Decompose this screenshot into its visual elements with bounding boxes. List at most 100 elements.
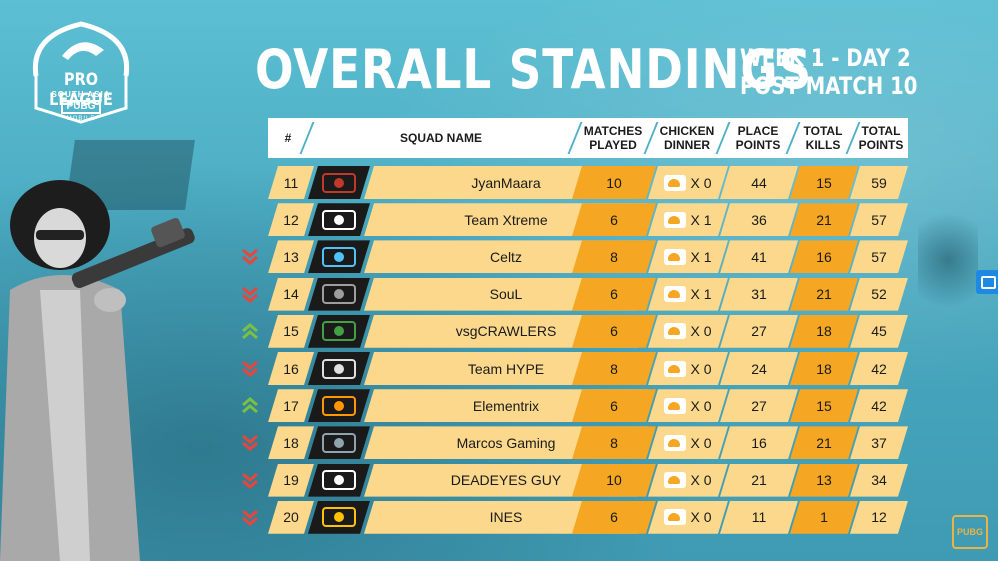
cell-kills: 15 <box>790 389 858 422</box>
total-value: 37 <box>871 434 887 451</box>
cell-matches: 6 <box>572 389 656 422</box>
squad-value: INES <box>489 509 523 526</box>
vsgcrawlers-logo-icon <box>308 315 370 348</box>
table-row: 13 Celtz 8 X 1 41 16 57 <box>268 240 908 273</box>
table-row: 17 Elementrix 6 X 0 27 15 42 <box>268 389 908 422</box>
rank-value: 13 <box>283 248 299 265</box>
cell-place: 27 <box>720 389 798 422</box>
chicken-dinner-value: X 1 <box>690 248 712 265</box>
place-value: 16 <box>751 434 767 451</box>
chicken-dinner-value: X 0 <box>690 472 712 489</box>
squad-value: Marcos Gaming <box>456 434 556 451</box>
subtitle-post-match: POST MATCH 10 <box>740 72 918 100</box>
cell-total: 59 <box>850 166 908 199</box>
picture-in-picture-icon[interactable] <box>976 270 998 294</box>
rank-up-arrow-icon <box>240 322 260 342</box>
chicken-dinner-icon <box>664 398 686 414</box>
rank-down-arrow-icon <box>240 433 260 453</box>
cell-kills: 18 <box>790 352 858 385</box>
squad-value: Team Xtreme <box>464 211 548 228</box>
cell-place: 31 <box>720 278 798 311</box>
place-value: 27 <box>751 397 767 414</box>
ines-logo-icon <box>308 501 370 534</box>
matches-value: 8 <box>610 434 618 451</box>
jyanmaara-logo-icon <box>308 166 370 199</box>
cell-matches: 8 <box>572 240 656 273</box>
chicken-dinner-icon <box>664 175 686 191</box>
kills-value: 18 <box>816 360 832 377</box>
rank-value: 20 <box>283 509 299 526</box>
total-value: 42 <box>871 397 887 414</box>
rank-down-arrow-icon <box>240 359 260 379</box>
background-tree <box>918 200 978 320</box>
kills-value: 21 <box>816 211 832 228</box>
elementrix-logo-icon <box>308 389 370 422</box>
cell-kills: 21 <box>790 203 858 236</box>
table-row: 11 JyanMaara 10 X 0 44 15 59 <box>268 166 908 199</box>
cell-rank: 20 <box>268 501 314 534</box>
table-header: # SQUAD NAME MATCHES PLAYED CHICKEN DINNER PLA… <box>268 118 908 158</box>
rank-value: 14 <box>283 286 299 303</box>
kills-value: 21 <box>816 434 832 451</box>
character-icon <box>0 180 195 561</box>
rank-value: 11 <box>283 174 299 191</box>
chicken-dinner-value: X 0 <box>690 434 712 451</box>
cell-place: 11 <box>720 501 798 534</box>
chicken-dinner-value: X 0 <box>690 509 712 526</box>
cell-total: 52 <box>850 278 908 311</box>
cell-chicken-dinner: X 1 <box>648 203 728 236</box>
chicken-dinner-count: X 0 <box>664 435 711 451</box>
header-squad-line1: SQUAD NAME <box>399 131 482 145</box>
cell-place: 24 <box>720 352 798 385</box>
cell-matches: 6 <box>572 501 656 534</box>
total-value: 52 <box>871 286 887 303</box>
total-value: 57 <box>871 248 887 265</box>
cell-kills: 21 <box>790 426 858 459</box>
table-row: 14 SouL 6 X 1 31 21 52 <box>268 278 908 311</box>
chicken-dinner-count: X 0 <box>664 175 711 191</box>
header-place: PLACE POINTS <box>724 118 792 158</box>
cell-total: 42 <box>850 352 908 385</box>
table-row: 20 INES 6 X 0 11 1 12 <box>268 501 908 534</box>
squad-value: Celtz <box>490 248 522 265</box>
matches-value: 6 <box>610 397 618 414</box>
place-value: 24 <box>751 360 767 377</box>
cell-place: 44 <box>720 166 798 199</box>
rank-down-arrow-icon <box>240 471 260 491</box>
chicken-dinner-icon <box>664 435 686 451</box>
cell-place: 41 <box>720 240 798 273</box>
chicken-dinner-value: X 0 <box>690 360 712 377</box>
cell-total: 37 <box>850 426 908 459</box>
header-place-line1: PLACE <box>737 124 779 138</box>
soul-logo-icon <box>308 278 370 311</box>
table-row: 15 vsgCRAWLERS 6 X 0 27 18 45 <box>268 315 908 348</box>
cell-total: 57 <box>850 203 908 236</box>
cell-chicken-dinner: X 0 <box>648 166 728 199</box>
total-value: 57 <box>871 211 887 228</box>
header-rank-line1: # <box>284 131 292 145</box>
cell-rank: 15 <box>268 315 314 348</box>
chicken-dinner-count: X 0 <box>664 361 711 377</box>
cell-total: 45 <box>850 315 908 348</box>
matches-value: 8 <box>610 360 618 377</box>
cell-matches: 10 <box>572 166 656 199</box>
total-value: 45 <box>871 323 887 340</box>
cell-place: 36 <box>720 203 798 236</box>
matches-value: 10 <box>606 472 622 489</box>
cell-chicken-dinner: X 0 <box>648 315 728 348</box>
squad-value: vsgCRAWLERS <box>455 323 557 340</box>
kills-value: 18 <box>816 323 832 340</box>
rank-up-arrow-icon <box>240 396 260 416</box>
rank-down-arrow-icon <box>240 285 260 305</box>
cell-chicken-dinner: X 0 <box>648 352 728 385</box>
cell-place: 16 <box>720 426 798 459</box>
cell-total: 42 <box>850 389 908 422</box>
header-kills-line1: TOTAL <box>803 124 843 138</box>
place-value: 44 <box>751 174 767 191</box>
chicken-dinner-value: X 1 <box>690 286 712 303</box>
chicken-dinner-value: X 1 <box>690 211 712 228</box>
kills-value: 15 <box>816 397 832 414</box>
place-value: 41 <box>751 248 767 265</box>
total-value: 34 <box>871 472 887 489</box>
cell-kills: 16 <box>790 240 858 273</box>
